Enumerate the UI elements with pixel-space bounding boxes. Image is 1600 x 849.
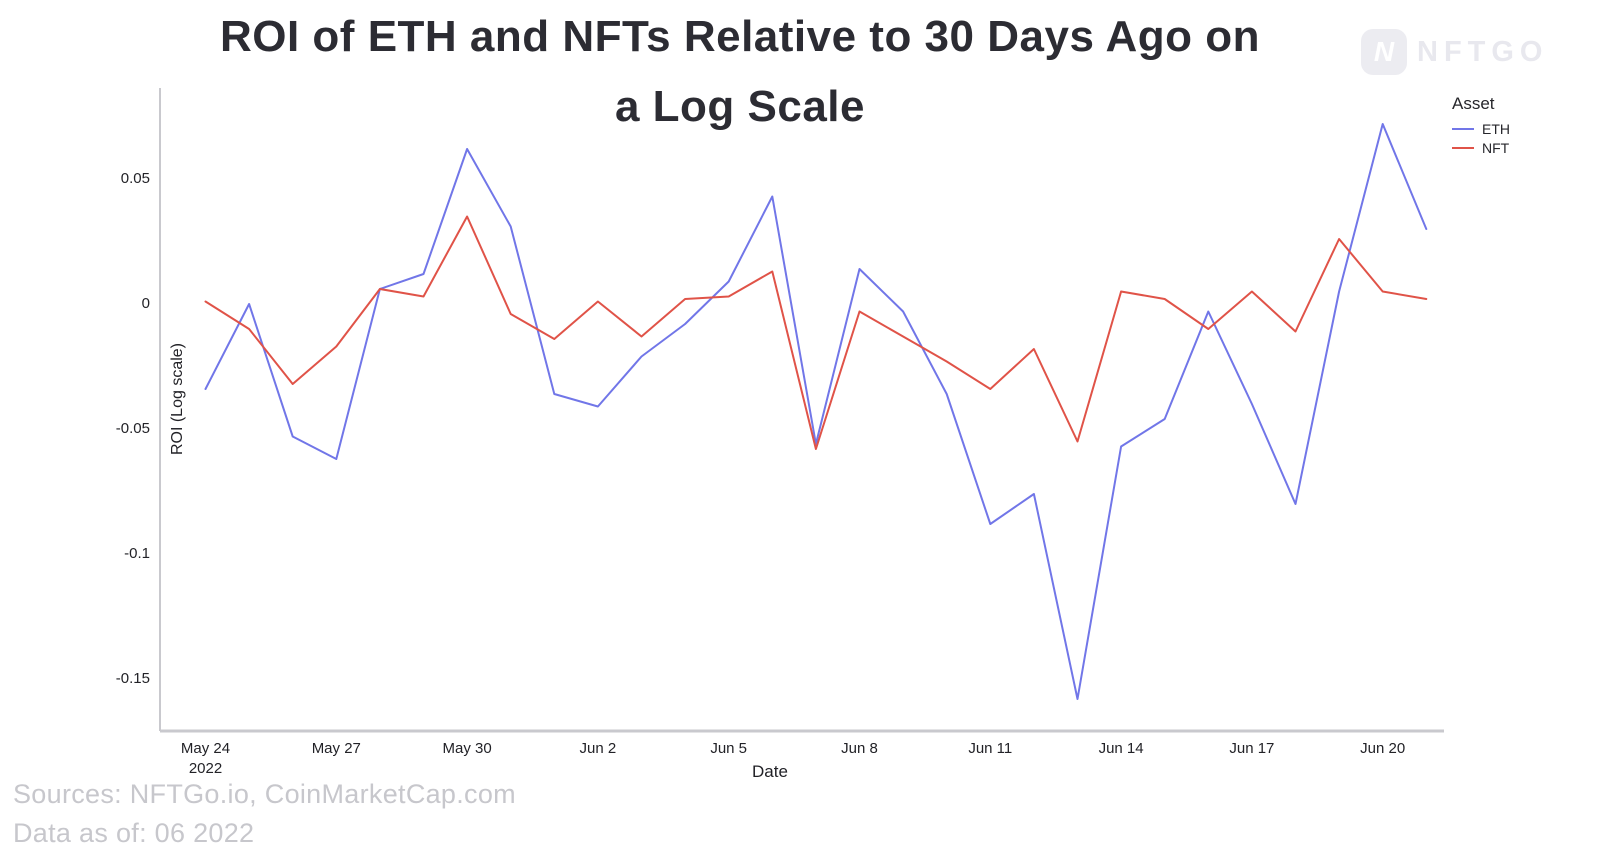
- x-tick-label: Jun 17: [1229, 740, 1275, 757]
- x-tick-label: Jun 11: [968, 740, 1013, 757]
- x-tick-label: May 27: [311, 740, 361, 757]
- sources-text: Sources: NFTGo.io, CoinMarketCap.com: [13, 779, 516, 809]
- nft-line-swatch: [1452, 146, 1474, 149]
- chart-title: ROI of ETH and NFTs Relative to 30 Days …: [140, 2, 1340, 142]
- nft-line[interactable]: [204, 215, 1428, 450]
- y-tick-label: -0.1: [124, 545, 150, 562]
- eth-line-swatch: [1452, 127, 1474, 130]
- y-axis-label: ROI (Log scale): [169, 342, 186, 456]
- nftgo-logo: N NFTGO: [1361, 29, 1549, 75]
- legend: Asset ETH NFT: [1452, 94, 1510, 156]
- nftgo-logo-text: NFTGO: [1417, 35, 1549, 68]
- y-tick-label: -0.15: [115, 670, 150, 687]
- legend-item-eth[interactable]: ETH: [1452, 120, 1510, 137]
- x-tick-label: Jun 2: [579, 740, 617, 757]
- y-tick-label: 0: [141, 295, 150, 312]
- y-tick-label: -0.05: [115, 420, 150, 437]
- x-tick-label: May 30: [442, 740, 492, 757]
- x-axis-label: Date: [752, 762, 788, 781]
- chart-title-line1: ROI of ETH and NFTs Relative to 30 Days …: [219, 12, 1261, 61]
- eth-line[interactable]: [204, 123, 1428, 700]
- legend-label-nft: NFT: [1482, 139, 1510, 156]
- legend-title: Asset: [1452, 94, 1495, 113]
- legend-label-eth: ETH: [1482, 120, 1510, 137]
- nftgo-logo-icon: N: [1361, 29, 1407, 75]
- x-tick-label: Jun 8: [841, 740, 878, 757]
- x-tick-label: Jun 5: [710, 740, 748, 757]
- data-as-of-text: Data as of: 06 2022: [13, 818, 255, 848]
- x-tick-label: Jun 14: [1098, 740, 1144, 757]
- x-tick-label: May 24 2022: [180, 740, 231, 777]
- legend-item-nft[interactable]: NFT: [1452, 139, 1510, 156]
- x-tick-label: Jun 20: [1360, 740, 1406, 757]
- chart-title-line2: a Log Scale: [614, 82, 866, 131]
- y-tick-label: 0.05: [120, 170, 150, 187]
